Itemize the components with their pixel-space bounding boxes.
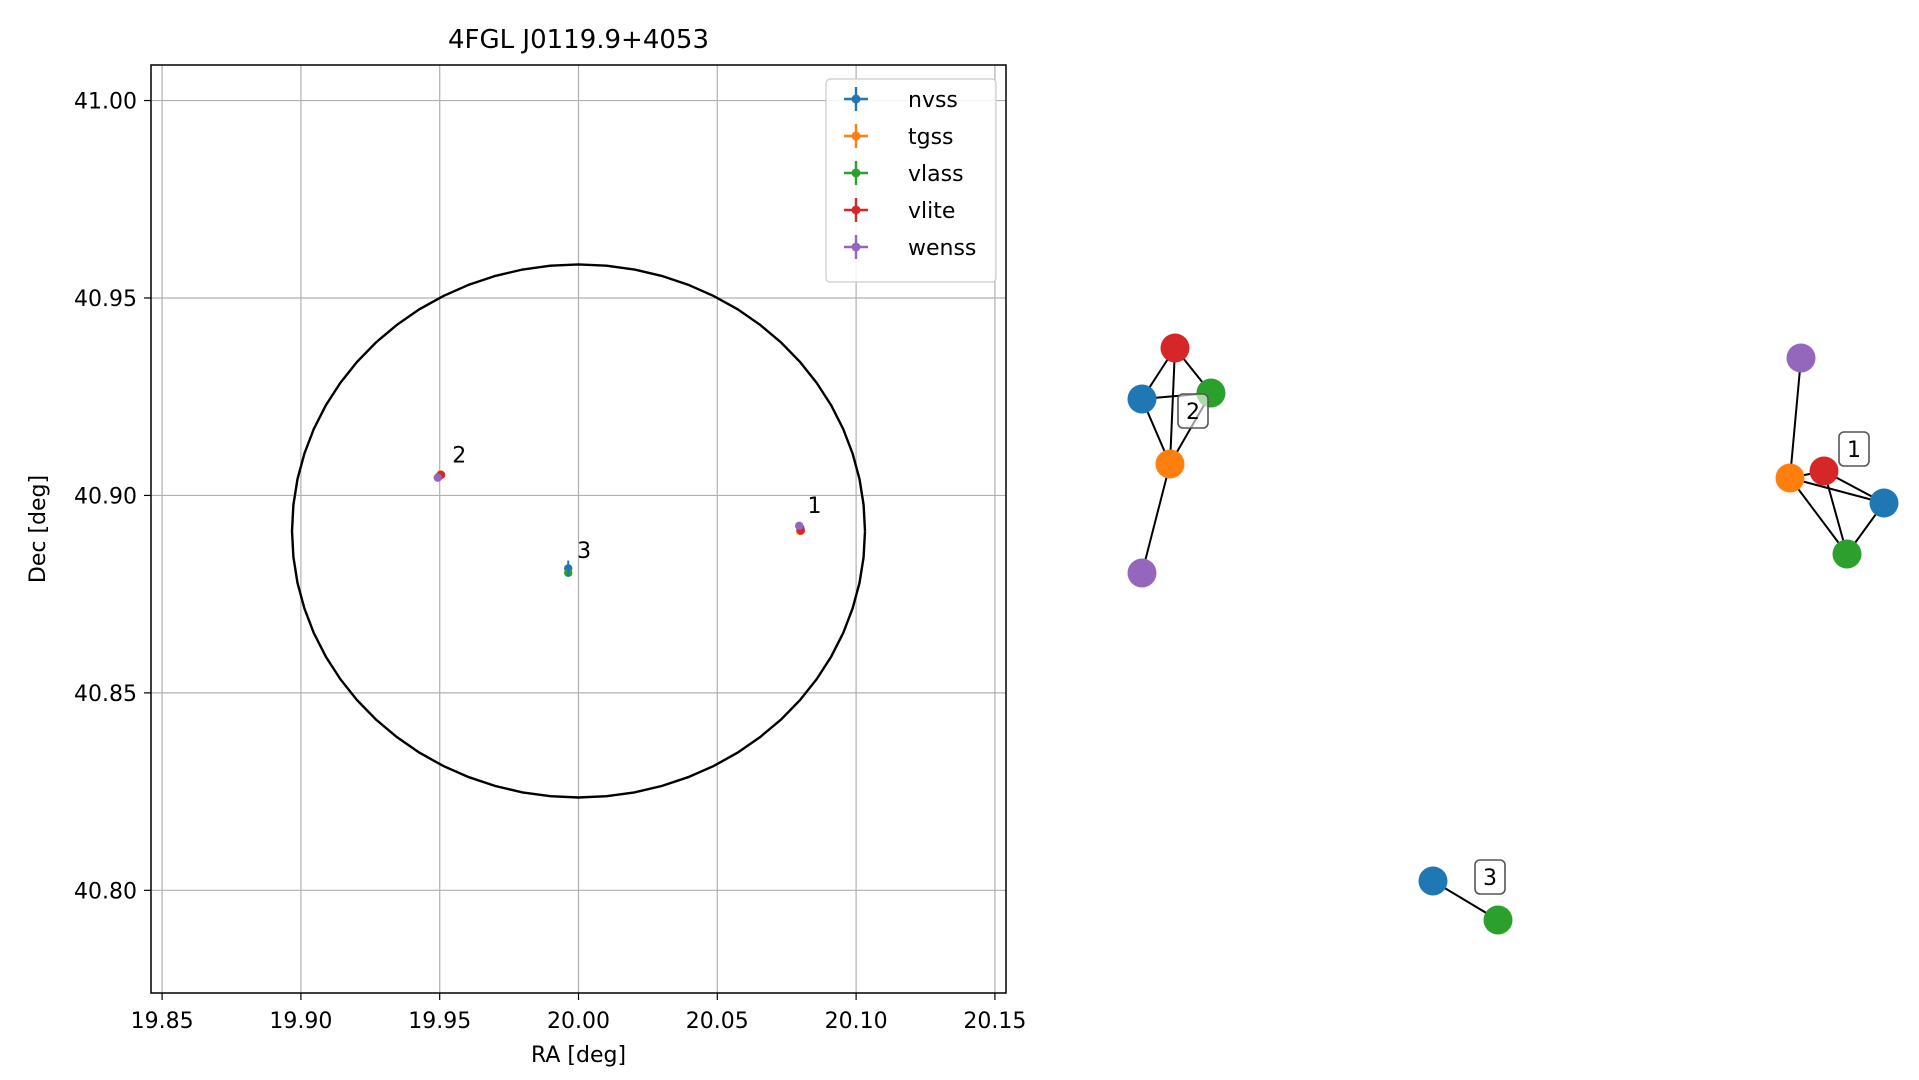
network-edge <box>1789 357 1802 479</box>
network-node-g2-nvss <box>1127 384 1157 414</box>
point-annotation: 3 <box>577 539 591 564</box>
group-label-text: 3 <box>1483 866 1497 891</box>
point-annotation: 1 <box>808 494 822 519</box>
network-node-g3-nvss <box>1418 866 1448 896</box>
legend-label: wenss <box>908 236 976 261</box>
legend-entry-tgss: tgss <box>844 124 954 150</box>
network-group-labels: 1 2 3 <box>1177 393 1870 895</box>
legend-entry-vlass: vlass <box>844 161 964 187</box>
point-annotations: 1 2 3 <box>452 443 821 564</box>
network-node-g2-vlite <box>1160 333 1190 363</box>
group-label-3: 3 <box>1474 859 1506 895</box>
localization-circle <box>290 263 867 799</box>
legend-marker-dot <box>851 168 861 178</box>
x-axis-ticks: 19.85 19.90 19.95 20.00 20.05 20.10 20.15 <box>131 993 1026 1034</box>
network-node-g1-vlite <box>1809 456 1839 486</box>
legend-marker-dot <box>851 94 861 104</box>
chart-title: 4FGL J0119.9+4053 <box>448 25 709 55</box>
network-nodes <box>1127 333 1899 935</box>
group-label-text: 2 <box>1186 400 1200 425</box>
localization-ellipse <box>290 263 867 799</box>
y-axis-ticks: 40.80 40.85 40.90 40.95 41.00 <box>74 90 151 904</box>
data-point-wenss <box>794 521 804 531</box>
legend-entry-vlite: vlite <box>844 198 955 224</box>
x-axis-label: RA [deg] <box>531 1043 626 1068</box>
y-tick-label: 40.95 <box>74 287 137 312</box>
network-edge <box>1141 463 1171 574</box>
network-edges <box>1141 347 1885 921</box>
network-node-g3-vlass <box>1483 905 1513 935</box>
network-node-g1-nvss <box>1869 488 1899 518</box>
point-annotation: 2 <box>452 443 466 468</box>
group-label-box <box>1838 431 1870 467</box>
data-point-wenss <box>433 473 442 482</box>
y-tick-label: 40.90 <box>74 484 137 509</box>
group-label-box <box>1474 859 1506 895</box>
network-node-g1-vlass <box>1832 539 1862 569</box>
legend-label: nvss <box>908 88 958 113</box>
group-label-1: 1 <box>1838 431 1870 467</box>
legend: nvss tgss vlass vlite wenss <box>825 78 997 283</box>
source-points <box>433 470 806 578</box>
group-label-text: 1 <box>1847 438 1861 463</box>
x-tick-label: 19.85 <box>131 1009 194 1034</box>
x-tick-label: 20.00 <box>547 1009 610 1034</box>
legend-marker-dot <box>851 242 861 252</box>
network-node-g2-tgss <box>1155 449 1185 479</box>
y-tick-label: 40.85 <box>74 682 137 707</box>
x-tick-label: 20.05 <box>686 1009 749 1034</box>
y-tick-label: 40.80 <box>74 879 137 904</box>
network-node-g1-wenss <box>1786 343 1816 373</box>
y-tick-label: 41.00 <box>74 90 137 115</box>
legend-box <box>825 78 997 283</box>
group-label-2: 2 <box>1177 393 1209 429</box>
group-label-box <box>1177 393 1209 429</box>
legend-label: tgss <box>908 125 954 150</box>
legend-entry-wenss: wenss <box>844 235 976 261</box>
legend-label: vlass <box>908 162 964 187</box>
y-axis-label: Dec [deg] <box>26 475 51 583</box>
legend-marker-dot <box>851 205 861 215</box>
legend-entry-nvss: nvss <box>844 87 958 113</box>
x-tick-label: 19.90 <box>269 1009 332 1034</box>
network-edge <box>1789 477 1885 504</box>
match-network-graph: 1 2 3 <box>1127 333 1899 935</box>
x-tick-label: 20.10 <box>825 1009 888 1034</box>
x-tick-label: 19.95 <box>408 1009 471 1034</box>
network-node-g2-wenss <box>1127 558 1157 588</box>
network-node-g1-tgss <box>1775 463 1805 493</box>
network-edge <box>1169 347 1176 465</box>
legend-label: vlite <box>908 199 955 224</box>
sky-position-chart: 123 19.85 19.90 19.95 20.00 20.05 20.10 20.15 … <box>26 25 1026 1068</box>
legend-marker-dot <box>851 131 861 141</box>
network-edge <box>1789 477 1848 555</box>
x-tick-label: 20.15 <box>963 1009 1026 1034</box>
